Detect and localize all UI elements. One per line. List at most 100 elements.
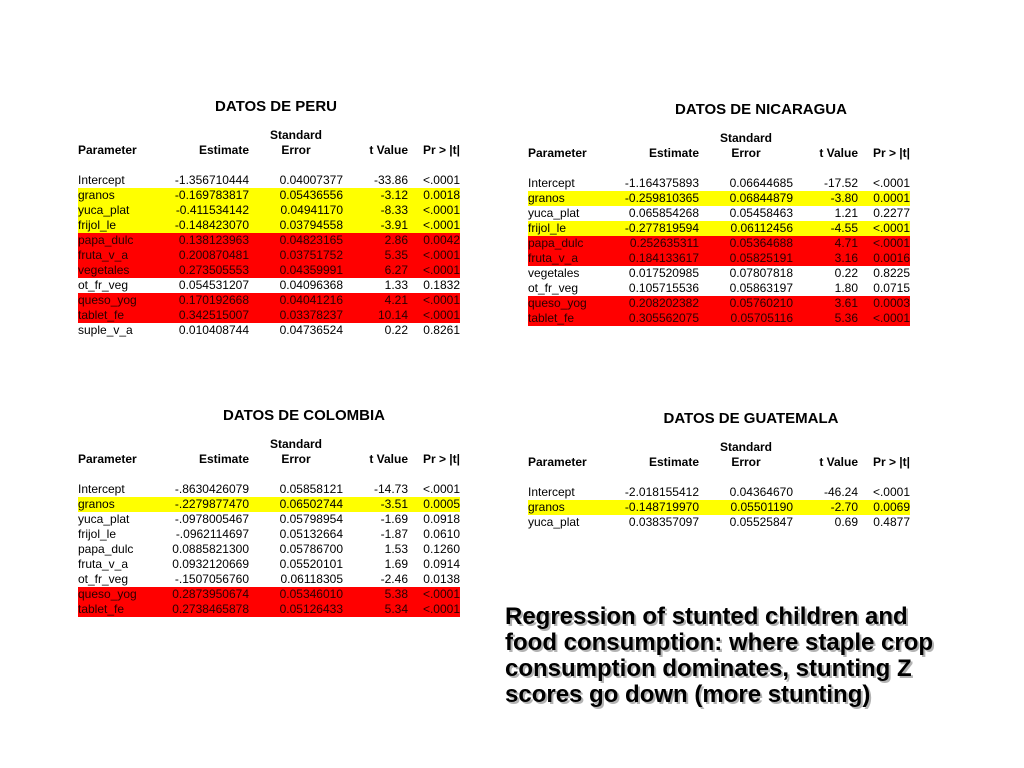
cell-pr_t: <.0001 bbox=[408, 203, 460, 218]
cell-estimate: 0.273505553 bbox=[152, 263, 249, 278]
table-row: granos -0.148719970 0.05501190 -2.70 0.0069 bbox=[528, 500, 910, 515]
table-row: yuca_plat 0.038357097 0.05525847 0.69 0.4877 bbox=[528, 515, 910, 530]
cell-t_value: -3.80 bbox=[793, 191, 858, 206]
cell-t_value: 0.22 bbox=[384, 323, 408, 337]
table-title-nicaragua: DATOS DE NICARAGUA bbox=[675, 101, 847, 118]
cell-parameter: granos bbox=[528, 191, 602, 206]
cell-t_value: 4.21 bbox=[343, 293, 408, 308]
header-error: Error bbox=[281, 452, 311, 466]
cell-t_value: -4.55 bbox=[793, 221, 858, 236]
cell-pr_t: 0.0715 bbox=[873, 281, 910, 295]
cell-parameter: ot_fr_veg bbox=[528, 281, 579, 295]
cell-pr_t: <.0001 bbox=[422, 482, 460, 496]
cell-pr_t: <.0001 bbox=[408, 308, 460, 323]
cell-parameter: frijol_le bbox=[78, 527, 117, 541]
cell-std_error: 0.03794558 bbox=[249, 218, 343, 233]
cell-t_value: -33.86 bbox=[373, 173, 408, 187]
cell-t_value: 0.22 bbox=[834, 266, 858, 280]
cell-estimate: -.1507056760 bbox=[174, 572, 249, 586]
cell-t_value: -2.70 bbox=[793, 500, 858, 515]
header-pr-t: Pr > |t| bbox=[422, 452, 460, 466]
header-error: Error bbox=[731, 146, 761, 160]
cell-parameter: papa_dulc bbox=[528, 236, 602, 251]
cell-std_error: 0.06502744 bbox=[249, 497, 343, 512]
cell-t_value: -46.24 bbox=[823, 485, 858, 499]
cell-parameter: yuca_plat bbox=[528, 206, 580, 220]
cell-t_value: 5.35 bbox=[343, 248, 408, 263]
cell-pr_t: <.0001 bbox=[872, 485, 910, 499]
cell-estimate: 0.2873950674 bbox=[152, 587, 249, 602]
header-estimate: Estimate bbox=[648, 455, 699, 469]
cell-std_error: 0.06844879 bbox=[699, 191, 793, 206]
table-row: queso_yog 0.170192668 0.04041216 4.21 <.0001 bbox=[78, 293, 460, 308]
cell-pr_t: <.0001 bbox=[408, 293, 460, 308]
cell-pr_t: <.0001 bbox=[858, 311, 910, 326]
table-block-nicaragua: DATOS DE NICARAGUA Standard Parameter Es… bbox=[528, 101, 910, 326]
cell-t_value: -2.46 bbox=[380, 572, 408, 586]
cell-parameter: yuca_plat bbox=[78, 203, 152, 218]
table-row: Intercept -1.164375893 0.06644685 -17.52 <.0… bbox=[528, 176, 910, 191]
cell-parameter: granos bbox=[528, 500, 602, 515]
cell-parameter: granos bbox=[78, 497, 152, 512]
cell-std_error: 0.04736524 bbox=[279, 323, 343, 337]
table-row: vegetales 0.273505553 0.04359991 6.27 <.0001 bbox=[78, 263, 460, 278]
cell-estimate: 0.208202382 bbox=[602, 296, 699, 311]
cell-std_error: 0.05705116 bbox=[699, 311, 793, 326]
cell-parameter: tablet_fe bbox=[78, 602, 152, 617]
cell-std_error: 0.04359991 bbox=[249, 263, 343, 278]
cell-parameter: Intercept bbox=[528, 176, 575, 190]
caption: Regression of stunted children and food … bbox=[505, 604, 985, 708]
cell-pr_t: <.0001 bbox=[408, 587, 460, 602]
cell-parameter: fruta_v_a bbox=[78, 248, 152, 263]
cell-estimate: 0.010408744 bbox=[178, 323, 249, 337]
table-row: fruta_v_a 0.184133617 0.05825191 3.16 0.0016 bbox=[528, 251, 910, 266]
table-title-guatemala: DATOS DE GUATEMALA bbox=[663, 410, 839, 427]
cell-estimate: -0.148423070 bbox=[152, 218, 249, 233]
cell-t_value: -1.69 bbox=[380, 512, 408, 526]
cell-estimate: 0.065854268 bbox=[628, 206, 699, 220]
cell-pr_t: 0.2277 bbox=[873, 206, 910, 220]
cell-pr_t: <.0001 bbox=[408, 263, 460, 278]
cell-parameter: ot_fr_veg bbox=[78, 572, 129, 586]
cell-pr_t: 0.0005 bbox=[408, 497, 460, 512]
cell-estimate: 0.184133617 bbox=[602, 251, 699, 266]
cell-estimate: 0.2738465878 bbox=[152, 602, 249, 617]
cell-estimate: -0.169783817 bbox=[152, 188, 249, 203]
cell-std_error: 0.05126433 bbox=[249, 602, 343, 617]
cell-parameter: vegetales bbox=[528, 266, 580, 280]
header-error: Error bbox=[731, 455, 761, 469]
table-header: Standard Parameter Estimate Error t Valu… bbox=[78, 128, 460, 173]
cell-pr_t: 0.0042 bbox=[408, 233, 460, 248]
table-header: Standard Parameter Estimate Error t Valu… bbox=[528, 131, 910, 176]
cell-parameter: papa_dulc bbox=[78, 542, 134, 556]
cell-pr_t: 0.0069 bbox=[858, 500, 910, 515]
table-row: frijol_le -.0962114697 0.05132664 -1.87 0.06… bbox=[78, 527, 460, 542]
table-header: Standard Parameter Estimate Error t Valu… bbox=[528, 440, 910, 485]
cell-parameter: suple_v_a bbox=[78, 323, 133, 337]
cell-t_value: -8.33 bbox=[343, 203, 408, 218]
cell-std_error: 0.05364688 bbox=[699, 236, 793, 251]
table-row: vegetales 0.017520985 0.07807818 0.22 0.8225 bbox=[528, 266, 910, 281]
cell-std_error: 0.04096368 bbox=[279, 278, 343, 292]
cell-pr_t: 0.0003 bbox=[858, 296, 910, 311]
cell-std_error: 0.06644685 bbox=[729, 176, 793, 190]
cell-std_error: 0.04041216 bbox=[249, 293, 343, 308]
cell-parameter: vegetales bbox=[78, 263, 152, 278]
caption-line: scores go down (more stunting) bbox=[505, 681, 871, 708]
cell-std_error: 0.04364670 bbox=[729, 485, 793, 499]
header-standard: Standard bbox=[269, 128, 322, 142]
cell-parameter: Intercept bbox=[78, 173, 125, 187]
cell-t_value: 1.21 bbox=[834, 206, 858, 220]
header-pr-t: Pr > |t| bbox=[872, 455, 910, 469]
table-block-colombia: DATOS DE COLOMBIA Standard Parameter Est… bbox=[78, 407, 460, 617]
cell-estimate: -0.277819594 bbox=[602, 221, 699, 236]
cell-pr_t: 0.0018 bbox=[408, 188, 460, 203]
cell-std_error: 0.05458463 bbox=[729, 206, 793, 220]
table-row: queso_yog 0.208202382 0.05760210 3.61 0.0003 bbox=[528, 296, 910, 311]
cell-std_error: 0.05132664 bbox=[279, 527, 343, 541]
cell-estimate: 0.170192668 bbox=[152, 293, 249, 308]
table-block-guatemala: DATOS DE GUATEMALA Standard Parameter Es… bbox=[528, 410, 910, 530]
cell-pr_t: 0.1260 bbox=[423, 542, 460, 556]
cell-std_error: 0.04941170 bbox=[249, 203, 343, 218]
cell-pr_t: 0.8225 bbox=[873, 266, 910, 280]
